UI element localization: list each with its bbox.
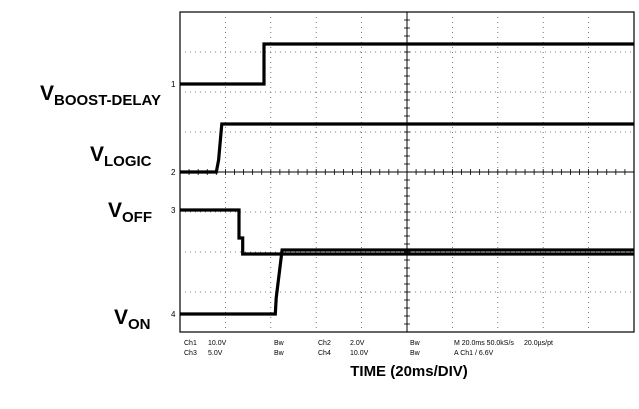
readout-text: Ch2 [318,340,331,347]
readout-text: Bw [410,350,421,357]
x-axis-label: TIME (20ms/DIV) [350,363,468,380]
trace-1 [180,42,634,86]
readout-area: Ch1 10.0V Bw Ch2 2.0V Bw M 20.0ms 50.0kS/s 20.0… [184,340,553,357]
readout-text: 10.0V [208,340,227,347]
channel-marker-3: 3 [171,206,176,215]
channel-marker-1: 1 [171,80,176,89]
readout-text: M 20.0ms 50.0kS/s [454,340,514,347]
readout-text: Bw [274,350,285,357]
readout-text: 20.0µs/pt [524,340,553,347]
channel-marker-4: 4 [171,310,176,319]
graticule [179,11,635,333]
readout-text: Bw [410,340,421,347]
readout-text: 5.0V [208,350,223,357]
channel-marker-2: 2 [171,168,176,177]
label-boost-delay: VBOOST-DELAY [40,82,161,109]
label-on: VON [114,306,151,333]
readout-text: Ch4 [318,350,331,357]
trace-4 [180,248,634,316]
label-off: VOFF [108,199,153,226]
readout-text: Ch1 [184,340,197,347]
trace-2 [180,122,634,174]
readout-text: Ch3 [184,350,197,357]
label-logic: VLOGIC [90,143,152,170]
traces: 1 2 3 4 [171,42,634,319]
readout-text: 2.0V [350,340,365,347]
readout-text: 10.0V [350,350,369,357]
readout-text: Bw [274,340,285,347]
readout-text: A Ch1 / 6.6V [454,350,494,357]
trace-3 [180,208,634,256]
